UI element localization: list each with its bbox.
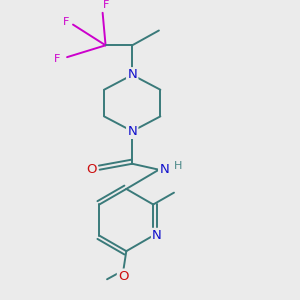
Text: F: F [62,16,69,27]
Text: H: H [174,161,182,171]
Text: N: N [128,125,137,138]
Text: O: O [118,270,129,283]
Text: N: N [159,163,169,176]
Text: O: O [86,163,97,176]
Text: F: F [102,0,109,10]
Text: N: N [152,229,162,242]
Text: F: F [53,54,60,64]
Text: N: N [128,68,137,81]
